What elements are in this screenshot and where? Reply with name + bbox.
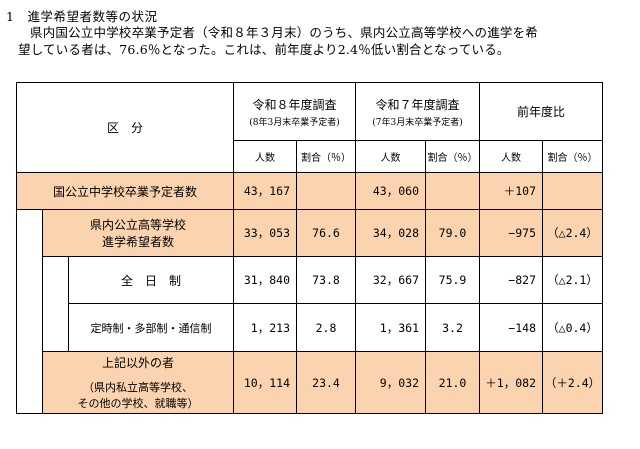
diff-header: 前年度比 [479, 82, 603, 141]
table-row: 全 日 制 31，840 73.8 32，667 75.9 −827 （△2.1… [17, 256, 603, 352]
r7-count: 43，060 [355, 172, 426, 210]
r7-ratio: 75.9 [425, 256, 480, 304]
row-label: 県内公立高等学校 進学希望者数 [42, 209, 234, 257]
r8-subtitle: (8年3月末卒業予定者) [249, 117, 340, 128]
r7-ratio [425, 172, 480, 210]
diff-count: −827 [479, 256, 543, 304]
table-row: 国公立中学校卒業予定者数 43，167 43，060 ＋107 [16, 172, 603, 210]
r7-ratio-header: 割合（％） [425, 140, 480, 173]
indent-spacer [16, 209, 43, 414]
r8-count-header: 人数 [233, 140, 297, 173]
row-label: 全 日 制 [68, 256, 234, 304]
r8-ratio: 23.4 [296, 351, 356, 414]
r8-count: 33，053 [233, 209, 297, 257]
row-label-line-3: その他の学校、就職等） [77, 397, 199, 410]
r8-count: 10，114 [233, 351, 297, 414]
r8-ratio [296, 172, 356, 210]
r8-header: 令和８年度調査 (8年3月末卒業予定者) [233, 82, 356, 141]
row-label-line-2: 進学希望者数 [101, 235, 174, 249]
summary-paragraph: 県内国公立中学校卒業予定者（令和８年３月末）のうち、県内公立高等学校への進学を希… [18, 24, 630, 58]
table-row: 上記以外の者 （県内私立高等学校、 その他の学校、就職等） 10，114 23.… [16, 351, 603, 414]
r7-ratio: 3.2 [425, 303, 480, 352]
diff-ratio: （△0.4） [542, 303, 603, 352]
diff-count: ＋1，082 [479, 351, 543, 414]
r7-ratio: 21.0 [425, 351, 480, 414]
diff-count: −148 [479, 303, 543, 352]
r8-ratio-header: 割合（％） [296, 140, 356, 173]
row-label: 定時制・多部制・通信制 [68, 303, 234, 352]
r7-subtitle: (7年3月末卒業予定者) [372, 117, 463, 128]
table-row: 県内公立高等学校 進学希望者数 33，053 76.6 34，028 79.0 … [16, 209, 603, 414]
enrollment-table: 区 分 令和８年度調査 (8年3月末卒業予定者) 令和７年度調査 (7年3月末卒… [16, 82, 603, 414]
row-label: 上記以外の者 （県内私立高等学校、 その他の学校、就職等） [42, 351, 234, 414]
r8-count: 31，840 [233, 256, 297, 304]
row-label-line-2: （県内私立高等学校、 [83, 381, 193, 394]
r8-ratio: 76.6 [296, 209, 356, 257]
diff-count-header: 人数 [479, 140, 543, 173]
r8-ratio: 2.8 [296, 303, 356, 352]
row-label: 国公立中学校卒業予定者数 [16, 172, 234, 210]
diff-ratio-header: 割合（％） [542, 140, 603, 173]
r7-header: 令和７年度調査 (7年3月末卒業予定者) [355, 82, 480, 141]
summary-line-2: 望している者は、76.6％となった。これは、前年度より2.4％低い割合となってい… [18, 42, 510, 57]
diff-title: 前年度比 [516, 105, 565, 119]
row-label-line-1: 県内公立高等学校 [89, 218, 186, 232]
r7-count-header: 人数 [355, 140, 426, 173]
r7-ratio: 79.0 [425, 209, 480, 257]
table-row: 定時制・多部制・通信制 1，213 2.8 1，361 3.2 −148 （△0… [17, 303, 603, 352]
indent-spacer [42, 256, 69, 352]
r7-count: 34，028 [355, 209, 426, 257]
diff-ratio [542, 172, 603, 210]
diff-ratio: （△2.1） [542, 256, 603, 304]
diff-count: ＋107 [479, 172, 543, 210]
diff-ratio: （＋2.4） [542, 351, 603, 414]
row-label-line-1: 上記以外の者 [101, 356, 174, 370]
r7-title: 令和７年度調査 [375, 97, 460, 112]
r8-title: 令和８年度調査 [252, 97, 337, 112]
section-heading: 1 進学希望者数等の状況 [6, 9, 158, 24]
summary-line-1: 県内国公立中学校卒業予定者（令和８年３月末）のうち、県内公立高等学校への進学を希 [30, 25, 539, 40]
r8-count: 1，213 [233, 303, 297, 352]
r7-count: 9，032 [355, 351, 426, 414]
diff-ratio: （△2.4） [542, 209, 603, 257]
r8-count: 43，167 [233, 172, 297, 210]
diff-count: −975 [479, 209, 543, 257]
kubun-label: 区 分 [106, 121, 143, 135]
r8-ratio: 73.8 [296, 256, 356, 304]
r7-count: 1，361 [355, 303, 426, 352]
kubun-header: 区 分 [16, 82, 234, 173]
r7-count: 32，667 [355, 256, 426, 304]
